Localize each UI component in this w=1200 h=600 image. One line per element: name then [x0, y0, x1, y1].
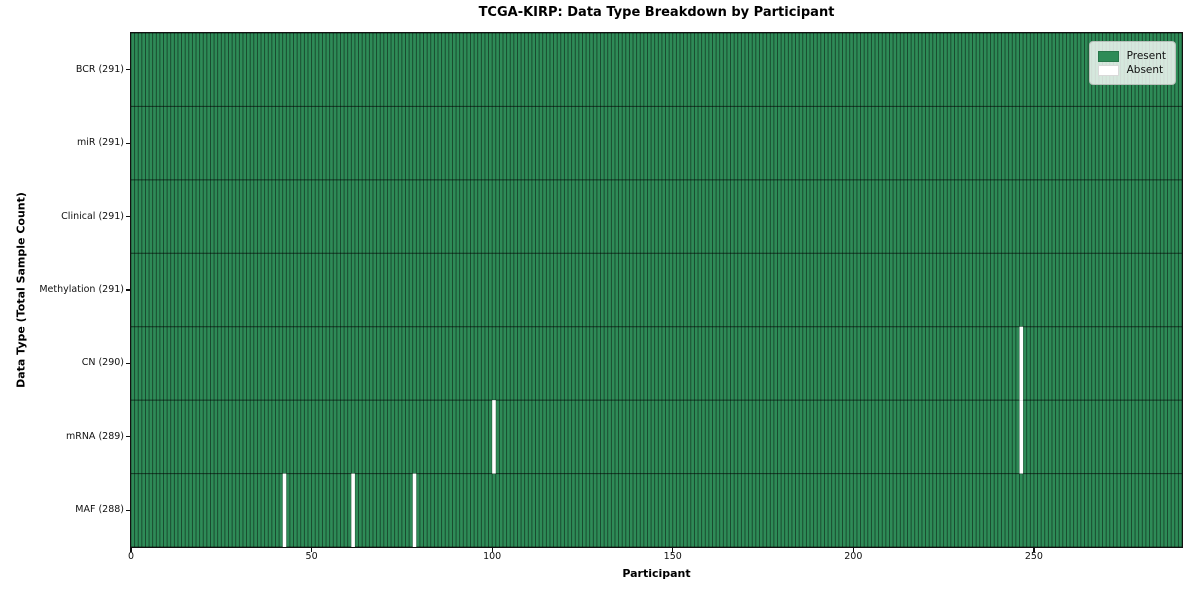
y-axis-label: Data Type (Total Sample Count) — [14, 192, 28, 388]
absent-cell — [282, 473, 287, 547]
plot-area: Present Absent — [130, 32, 1183, 548]
x-tick-label: 150 — [663, 551, 682, 562]
x-axis-label: Participant — [622, 567, 691, 580]
legend-label: Absent — [1126, 64, 1164, 76]
absent-cell — [412, 473, 417, 547]
x-tick-mark — [310, 547, 313, 552]
x-tick-label: 0 — [127, 551, 135, 562]
x-tick-mark — [852, 547, 854, 552]
x-tick-mark — [130, 547, 132, 552]
absent-cell — [1019, 326, 1024, 401]
x-tick-label: 50 — [305, 551, 318, 562]
x-tick-label: 200 — [844, 551, 863, 562]
legend-item: Present — [1097, 50, 1166, 62]
present-field — [131, 33, 1182, 547]
y-tick-label: mRNA (289) — [65, 430, 124, 442]
legend-swatch-present — [1097, 50, 1119, 62]
legend: Present Absent — [1088, 41, 1176, 85]
x-tick-mark — [491, 547, 493, 552]
heatmap — [131, 33, 1182, 547]
y-tick-label: miR (291) — [76, 137, 124, 149]
legend-item: Absent — [1097, 64, 1166, 76]
x-tick-mark — [672, 547, 674, 552]
legend-label: Present — [1126, 50, 1166, 62]
absent-cell — [1019, 400, 1024, 474]
x-tick-label: 100 — [483, 551, 502, 562]
x-tick-mark — [1033, 547, 1035, 552]
absent-cell — [351, 473, 355, 547]
y-tick-label: BCR (291) — [75, 63, 124, 75]
chart-title: TCGA-KIRP: Data Type Breakdown by Partic… — [478, 5, 835, 20]
absent-cell — [492, 400, 496, 474]
x-tick-label: 250 — [1024, 551, 1043, 562]
legend-swatch-absent — [1097, 64, 1119, 76]
y-tick-label: MAF (288) — [75, 504, 124, 516]
